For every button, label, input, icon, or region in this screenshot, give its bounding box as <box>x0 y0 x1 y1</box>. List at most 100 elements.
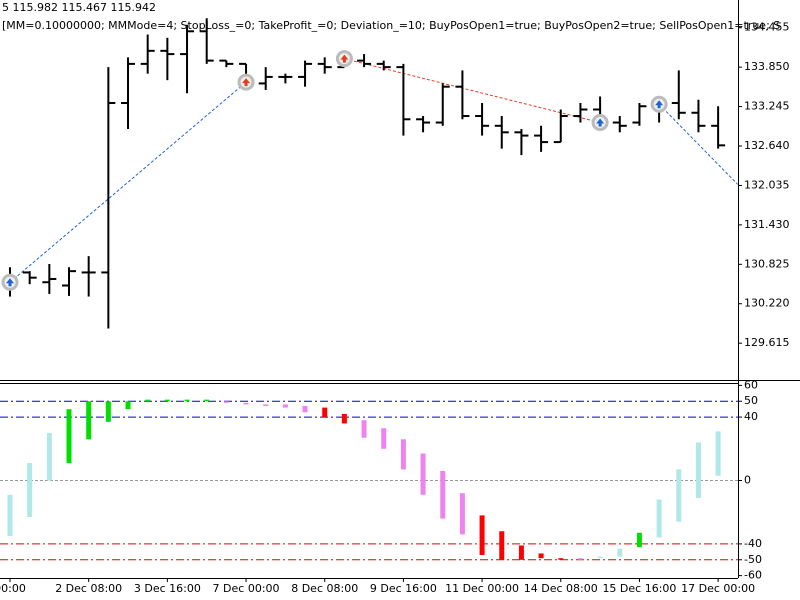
trade-line <box>344 58 601 124</box>
histogram-bar <box>597 556 603 559</box>
y-tick-label: 134.455 <box>744 21 790 34</box>
price-bar <box>140 34 155 74</box>
histogram-bar <box>538 553 544 559</box>
y-tick-label: -50 <box>744 553 762 566</box>
price-bar <box>671 70 686 120</box>
histogram-bar <box>676 469 682 522</box>
price-bar <box>42 263 57 294</box>
trade-marker <box>335 50 353 68</box>
x-tick-label: 00:00 <box>0 582 26 595</box>
price-bar <box>494 116 509 149</box>
trade-arrow <box>6 278 14 287</box>
histogram-bar <box>420 453 426 495</box>
y-tick-label: -60 <box>744 569 762 582</box>
price-bar <box>534 125 549 152</box>
histogram-bar <box>27 463 33 517</box>
trade-arrow <box>340 54 349 63</box>
price-bar <box>691 99 706 133</box>
histogram-bar <box>715 431 721 476</box>
y-tick-label: 132.640 <box>744 139 790 152</box>
histogram-bar <box>617 548 623 557</box>
x-tick-label: 3 Dec 16:00 <box>134 582 201 595</box>
y-tick-label: 129.615 <box>744 336 790 349</box>
x-tick-label: 7 Dec 00:00 <box>213 582 280 595</box>
price-bar <box>475 102 490 136</box>
x-tick-label: 9 Dec 16:00 <box>370 582 437 595</box>
info-line: 5 115.982 115.467 115.942 <box>2 1 156 14</box>
histogram-bar <box>341 413 347 424</box>
trade-arrow <box>596 118 605 127</box>
histogram-bar <box>479 515 485 556</box>
histogram-bar <box>636 532 642 548</box>
trade-marker <box>591 114 609 132</box>
y-tick-label: 50 <box>744 394 758 407</box>
histogram-bar <box>263 404 269 406</box>
x-tick-label: 15 Dec 16:00 <box>602 582 676 595</box>
trade-marker <box>1 273 19 291</box>
histogram-bar <box>656 499 662 538</box>
price-bar <box>62 267 77 296</box>
price-bar <box>553 109 568 144</box>
price-bar <box>199 18 214 64</box>
x-tick-label: 11 Dec 00:00 <box>445 582 519 595</box>
histogram-bar <box>400 439 406 470</box>
price-bar <box>416 116 431 133</box>
histogram-bar <box>125 401 131 410</box>
histogram-bar <box>459 493 465 535</box>
y-tick-label: 133.245 <box>744 100 790 113</box>
trade-marker <box>237 73 255 91</box>
trade-arrow <box>655 100 664 109</box>
histogram-bar <box>499 531 505 560</box>
price-bar <box>219 59 234 68</box>
price-bar <box>81 256 96 297</box>
price-bar <box>160 37 175 81</box>
histogram-bar <box>577 558 583 560</box>
histogram-bar <box>46 432 52 481</box>
price-bar <box>632 102 647 126</box>
price-bar <box>435 83 450 126</box>
price-bar <box>573 102 588 123</box>
price-bar <box>278 73 293 84</box>
price-bar <box>258 67 273 90</box>
histogram-bar <box>243 402 249 405</box>
histogram-bar <box>164 399 170 402</box>
price-bar <box>357 54 372 68</box>
price-bar <box>396 63 411 136</box>
histogram-bar <box>695 442 701 498</box>
histogram-bar <box>322 407 328 418</box>
histogram-bar <box>86 401 92 440</box>
y-tick-label: 60 <box>744 378 758 391</box>
histogram-bar <box>66 409 72 464</box>
x-tick-label: 14 Dec 08:00 <box>524 582 598 595</box>
histogram-bar <box>361 420 367 438</box>
y-tick-label: 40 <box>744 410 758 423</box>
y-tick-label: 130.825 <box>744 257 790 270</box>
histogram-bar <box>184 399 190 402</box>
histogram-bar <box>145 399 151 402</box>
price-bar <box>455 70 470 120</box>
price-bar <box>612 116 627 133</box>
y-tick-label: 130.220 <box>744 297 790 310</box>
histogram-bar <box>282 404 288 408</box>
histogram-bar <box>223 401 229 403</box>
info-line: [MM=0.10000000; MMMode=4; StopLoss_=0; T… <box>2 19 780 32</box>
x-tick-label: 17 Dec 00:00 <box>681 582 755 595</box>
price-bar <box>121 57 136 130</box>
y-tick-label: 133.850 <box>744 60 790 73</box>
x-tick-label: 2 Dec 08:00 <box>55 582 122 595</box>
price-bar <box>711 106 726 149</box>
trade-marker <box>650 95 668 113</box>
histogram-bar <box>440 470 446 519</box>
price-bar <box>101 67 116 329</box>
histogram-bar <box>302 405 308 413</box>
trade-arrow <box>242 78 251 87</box>
price-bar <box>180 24 195 94</box>
trade-line <box>658 103 739 185</box>
plot <box>0 18 739 561</box>
y-tick-label: -40 <box>744 537 762 550</box>
histogram-bar <box>7 494 13 536</box>
x-tick-label: 8 Dec 08:00 <box>291 582 358 595</box>
y-tick-label: 132.035 <box>744 178 790 191</box>
price-bar <box>22 271 37 285</box>
